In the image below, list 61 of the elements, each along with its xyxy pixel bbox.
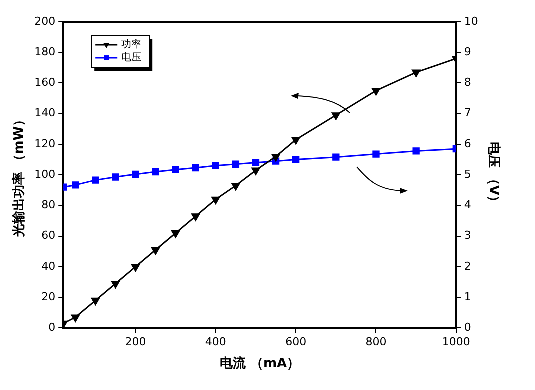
y2-tick-label: 1 xyxy=(464,290,472,304)
y2-tick-label: 7 xyxy=(464,106,472,120)
point xyxy=(252,168,260,176)
legend-label: 功率 xyxy=(122,38,142,51)
point xyxy=(332,154,340,161)
point xyxy=(91,298,100,306)
y2-axis-title: 电压 （V） xyxy=(486,142,501,208)
point xyxy=(232,160,240,168)
y-tick-label: 20 xyxy=(42,290,56,304)
x-tick-label: 400 xyxy=(205,336,226,349)
x-tick-label: 1000 xyxy=(442,336,470,349)
point xyxy=(192,214,200,222)
x-tick-label: 600 xyxy=(286,336,307,349)
point xyxy=(152,168,160,176)
point xyxy=(192,164,200,172)
y-tick-label: 40 xyxy=(42,260,56,273)
y2-tick-label: 3 xyxy=(464,229,472,242)
point xyxy=(412,148,420,155)
point xyxy=(292,137,300,145)
y-tick-label: 180 xyxy=(34,45,56,58)
point xyxy=(112,174,120,181)
point xyxy=(212,162,220,170)
point xyxy=(152,247,160,255)
point xyxy=(111,281,120,289)
point xyxy=(292,156,300,164)
point xyxy=(132,170,140,178)
point xyxy=(71,314,80,322)
y2-tick-label: 5 xyxy=(464,168,472,181)
point xyxy=(72,182,80,189)
point xyxy=(252,159,260,166)
y-tick-label: 0 xyxy=(48,321,56,334)
y-tick-label: 120 xyxy=(34,137,56,150)
legend-label: 电压 xyxy=(122,52,142,64)
point xyxy=(232,183,240,191)
y2-tick-label: 8 xyxy=(464,76,472,90)
x-tick-label: 800 xyxy=(366,336,387,349)
x-axis-title: 电流 （mA） xyxy=(220,356,300,372)
point xyxy=(132,264,140,272)
y-axis-title: 光输出功率 （mW） xyxy=(11,113,28,238)
x-tick-label: 200 xyxy=(125,336,146,349)
y2-tick-label: 9 xyxy=(464,45,472,58)
point xyxy=(412,70,421,78)
y-tick-label: 80 xyxy=(42,198,56,212)
y-tick-label: 140 xyxy=(34,106,56,120)
y-tick-label: 100 xyxy=(34,168,56,181)
point xyxy=(372,150,380,158)
point xyxy=(212,196,220,204)
y2-tick-label: 10 xyxy=(464,14,478,28)
y-tick-label: 200 xyxy=(34,14,56,28)
point xyxy=(172,230,180,238)
y2-tick-label: 2 xyxy=(464,260,472,273)
y2-tick-label: 0 xyxy=(464,321,472,334)
point xyxy=(172,166,180,174)
point xyxy=(92,176,100,184)
y-tick-label: 160 xyxy=(34,76,56,90)
point xyxy=(332,112,340,120)
y-tick-label: 60 xyxy=(42,229,56,242)
y2-tick-label: 6 xyxy=(464,137,472,150)
point xyxy=(372,88,380,96)
y2-tick-label: 4 xyxy=(464,198,472,212)
point xyxy=(272,154,280,162)
